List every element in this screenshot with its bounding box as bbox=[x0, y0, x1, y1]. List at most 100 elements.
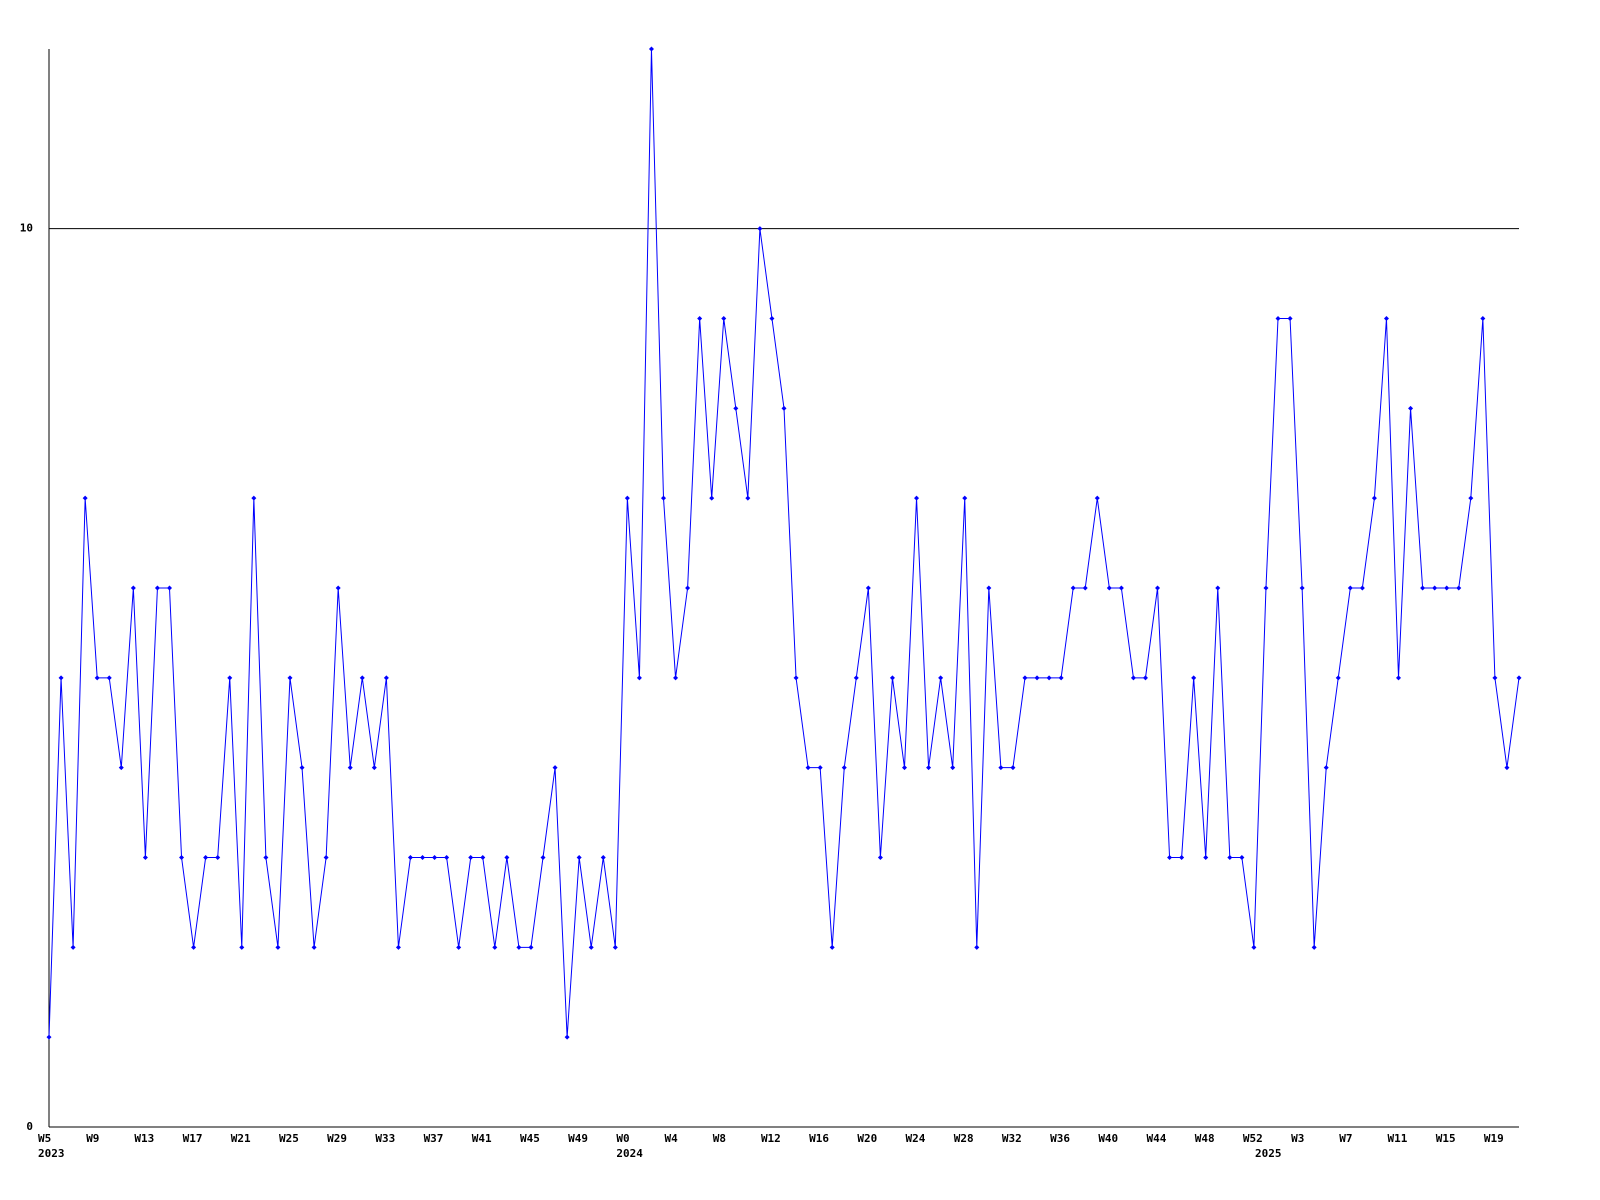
data-point bbox=[1118, 585, 1124, 591]
data-point bbox=[865, 585, 871, 591]
data-point bbox=[432, 855, 438, 860]
data-point bbox=[82, 495, 88, 501]
data-point bbox=[299, 765, 305, 771]
data-point bbox=[938, 675, 944, 681]
data-point bbox=[757, 226, 763, 232]
data-point bbox=[456, 944, 462, 950]
data-point bbox=[227, 675, 233, 681]
data-point bbox=[889, 675, 895, 681]
data-point bbox=[1287, 316, 1293, 321]
data-point bbox=[552, 765, 558, 771]
data-point bbox=[914, 495, 920, 501]
data-point bbox=[46, 1034, 52, 1040]
data-point bbox=[1456, 585, 1462, 591]
data-point bbox=[745, 495, 751, 501]
data-point bbox=[1408, 405, 1414, 411]
data-point bbox=[1058, 675, 1064, 681]
y-tick-label: 0 bbox=[26, 1120, 33, 1133]
data-point bbox=[877, 855, 883, 860]
x-tick-label: W44 bbox=[1147, 1132, 1167, 1145]
data-point bbox=[1082, 585, 1088, 591]
data-point bbox=[612, 944, 618, 950]
data-point bbox=[468, 855, 474, 860]
x-tick-label: W48 bbox=[1195, 1132, 1215, 1145]
x-tick-label: W8 bbox=[713, 1132, 726, 1145]
data-point bbox=[1347, 585, 1353, 591]
data-point bbox=[841, 765, 847, 771]
x-tick-label: W45 bbox=[520, 1132, 540, 1145]
data-point bbox=[1034, 675, 1040, 681]
data-point bbox=[347, 765, 353, 771]
data-point bbox=[359, 675, 365, 681]
data-point bbox=[371, 765, 377, 771]
data-point bbox=[383, 675, 389, 681]
data-point bbox=[769, 316, 775, 321]
data-point bbox=[528, 944, 534, 950]
data-point bbox=[697, 316, 703, 321]
x-tick-label: W33 bbox=[375, 1132, 395, 1145]
data-point bbox=[1480, 316, 1486, 321]
data-point bbox=[1299, 585, 1305, 591]
data-point bbox=[1167, 855, 1173, 860]
x-tick-label: W40 bbox=[1098, 1132, 1118, 1145]
data-point bbox=[1263, 585, 1269, 591]
x-tick-label: W0 bbox=[616, 1132, 629, 1145]
y-tick-label: 10 bbox=[20, 222, 33, 235]
x-tick-label: W5 bbox=[38, 1132, 51, 1145]
data-point bbox=[275, 944, 281, 950]
data-point bbox=[853, 675, 859, 681]
data-point bbox=[444, 855, 450, 860]
data-point bbox=[986, 585, 992, 591]
data-point bbox=[1227, 855, 1233, 860]
data-point bbox=[142, 855, 148, 860]
data-point bbox=[1396, 675, 1402, 681]
data-line bbox=[48, 48, 1520, 1038]
data-point bbox=[600, 855, 606, 860]
x-tick-label: W52 bbox=[1243, 1132, 1263, 1145]
data-point bbox=[323, 855, 329, 860]
data-point bbox=[733, 405, 739, 411]
x-tick-label: W21 bbox=[231, 1132, 251, 1145]
data-point bbox=[118, 765, 124, 771]
data-point bbox=[130, 585, 136, 591]
data-point bbox=[540, 855, 546, 860]
year-label: 2025 bbox=[1255, 1147, 1282, 1160]
data-point bbox=[1046, 675, 1052, 681]
data-point bbox=[636, 675, 642, 681]
x-tick-label: W3 bbox=[1291, 1132, 1304, 1145]
data-point bbox=[395, 944, 401, 950]
data-point bbox=[564, 1034, 570, 1040]
data-point bbox=[576, 855, 582, 860]
data-point bbox=[805, 765, 811, 771]
data-point bbox=[311, 944, 317, 950]
data-point bbox=[179, 855, 185, 860]
x-tick-label: W41 bbox=[472, 1132, 492, 1145]
data-point bbox=[1432, 585, 1438, 591]
data-point bbox=[70, 944, 76, 950]
x-tick-label: W37 bbox=[424, 1132, 444, 1145]
data-point bbox=[106, 675, 112, 681]
data-point bbox=[648, 46, 654, 52]
data-point bbox=[504, 855, 510, 860]
data-point bbox=[58, 675, 64, 681]
data-point bbox=[1239, 855, 1245, 860]
data-point bbox=[420, 855, 426, 860]
x-tick-label: W36 bbox=[1050, 1132, 1070, 1145]
data-point bbox=[251, 495, 257, 501]
data-point bbox=[709, 495, 715, 501]
x-tick-label: W13 bbox=[134, 1132, 154, 1145]
data-point bbox=[1492, 675, 1498, 681]
data-point bbox=[263, 855, 269, 860]
data-point bbox=[1468, 495, 1474, 501]
data-point bbox=[1142, 675, 1148, 681]
x-tick-label: W32 bbox=[1002, 1132, 1022, 1145]
data-point bbox=[1444, 585, 1450, 591]
x-tick-label: W4 bbox=[665, 1132, 679, 1145]
x-tick-label: W20 bbox=[857, 1132, 877, 1145]
data-point bbox=[239, 944, 245, 950]
data-point bbox=[1311, 944, 1317, 950]
data-point bbox=[94, 675, 100, 681]
data-point bbox=[1383, 316, 1389, 321]
